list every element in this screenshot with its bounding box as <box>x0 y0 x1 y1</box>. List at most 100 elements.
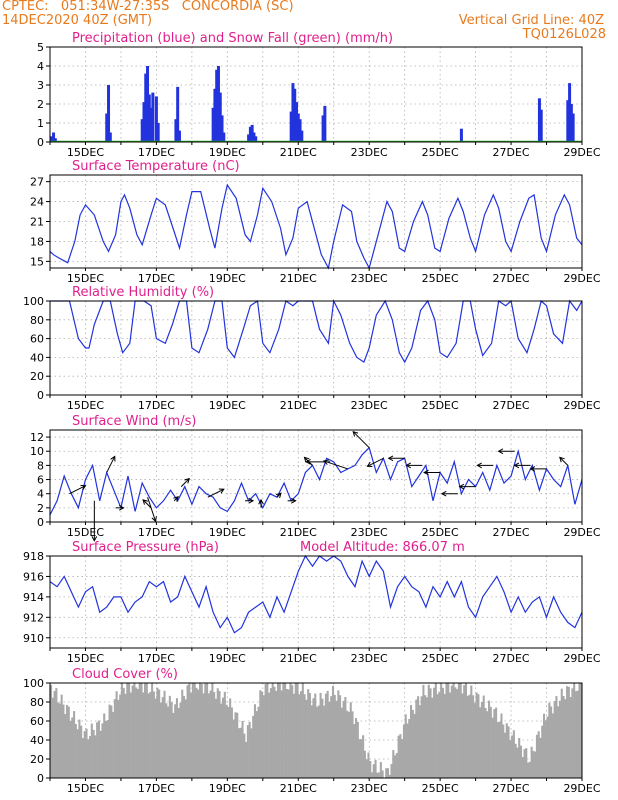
x-tick-label: 23DEC <box>351 272 388 285</box>
cloud-bar <box>436 694 439 778</box>
y-tick-label: 27 <box>30 176 44 189</box>
cloud-bar <box>535 734 538 778</box>
temp-title: Surface Temperature (nC) <box>72 159 240 174</box>
run-date: 14DEC2020 40Z (GMT) <box>2 13 153 28</box>
cloud-bar <box>433 687 436 778</box>
x-tick-label: 29DEC <box>563 399 600 412</box>
x-tick-label: 19DEC <box>209 399 246 412</box>
y-tick-label: 100 <box>23 677 44 690</box>
cloud-bar <box>62 704 65 778</box>
cloud-bar <box>420 696 423 778</box>
cloud-bar <box>112 711 115 778</box>
cloud-bar <box>103 713 106 778</box>
y-tick-label: 5 <box>37 41 44 54</box>
cloud-bar <box>140 683 143 778</box>
cloud-bar <box>326 690 329 778</box>
precip-bar <box>252 132 256 142</box>
wind-arrow-head <box>352 430 359 437</box>
cloud-bar <box>314 693 317 778</box>
precip-bar <box>220 115 224 142</box>
cloud-bar <box>316 706 319 778</box>
cloud-bar <box>495 707 498 778</box>
cloud-bar <box>96 722 99 778</box>
cloud-bar <box>85 728 88 778</box>
precip-bar <box>254 136 258 142</box>
wind-arrow <box>180 478 190 487</box>
x-tick-label: 21DEC <box>280 526 317 539</box>
cloud-bar <box>188 683 191 778</box>
cloud-bar <box>317 705 320 778</box>
y-tick-label: 3 <box>37 79 44 92</box>
cloud-bar <box>409 705 413 778</box>
cloud-bar <box>367 752 370 778</box>
cloud-bar <box>55 688 58 778</box>
cloud-bar <box>129 692 132 778</box>
cloud-bar <box>307 689 310 778</box>
cloud-bar <box>245 741 248 778</box>
precip-bar <box>323 105 327 142</box>
cloud-bar <box>319 692 322 778</box>
cloud-bar <box>60 694 63 778</box>
cloud-bar <box>482 695 485 778</box>
cloud-bar <box>573 683 576 778</box>
cloud-bar <box>273 686 276 778</box>
cloud-bar <box>489 706 492 778</box>
precip-bar <box>569 104 573 142</box>
precip-bar <box>289 111 293 142</box>
cloud-bar <box>246 725 249 778</box>
y-tick-label: 910 <box>23 632 44 645</box>
y-tick-label: 12 <box>30 431 44 444</box>
cloud-bar <box>174 704 177 778</box>
x-tick-label: 17DEC <box>138 272 175 285</box>
y-tick-label: 1 <box>37 117 44 130</box>
cloud-bar <box>379 762 382 778</box>
cloud-bar <box>381 770 384 778</box>
wind-arrow <box>323 460 349 470</box>
wind-arrow-head <box>248 497 255 504</box>
precip-bar <box>144 73 148 142</box>
cloud-bar <box>280 690 283 778</box>
cloud-bar <box>395 753 398 778</box>
cloud-bar <box>491 717 494 778</box>
cloud-bar <box>335 700 338 778</box>
cloud-bar <box>81 738 84 778</box>
cloud-bar <box>496 722 499 778</box>
x-tick-label: 25DEC <box>422 652 459 665</box>
precip-bar <box>247 134 251 142</box>
precip-bar <box>50 136 54 142</box>
cloud-bar <box>175 698 178 778</box>
model-code: TQ0126L028 <box>522 27 606 42</box>
cloud-bar <box>363 750 366 778</box>
x-tick-label: 29DEC <box>563 652 600 665</box>
x-tick-label: 27DEC <box>493 652 530 665</box>
x-tick-label: 23DEC <box>351 146 388 159</box>
cloud-bar <box>64 714 67 778</box>
wind-arrow-head <box>290 497 297 504</box>
cloud-bar <box>537 731 540 778</box>
y-tick-label: 918 <box>23 550 44 563</box>
cloud-bar <box>50 685 53 778</box>
cloud-bar <box>406 723 409 778</box>
precip-bar <box>296 113 300 142</box>
wind-frame <box>49 429 583 523</box>
x-tick-label: 27DEC <box>493 146 530 159</box>
temp-line <box>49 183 583 270</box>
precip-bar <box>108 132 112 142</box>
cloud-bar <box>179 702 182 778</box>
cloud-bar <box>527 762 530 778</box>
cloud-bar <box>484 708 487 778</box>
cloud-bar <box>266 683 269 778</box>
cloud-bar <box>78 719 81 778</box>
cloud-bar <box>431 697 434 778</box>
cloud-bar <box>351 711 354 778</box>
cloud-bar <box>124 693 127 778</box>
precip-bar <box>248 126 252 142</box>
cloud-bar <box>158 689 161 778</box>
cloud-bar <box>447 683 450 778</box>
cloud-bar <box>209 690 212 778</box>
cloud-bar <box>97 720 100 778</box>
pres-subtitle: Model Altitude: 866.07 m <box>300 540 465 555</box>
precip-bar <box>107 85 111 142</box>
cloud-bar <box>250 728 253 778</box>
cloud-bar <box>92 729 95 778</box>
